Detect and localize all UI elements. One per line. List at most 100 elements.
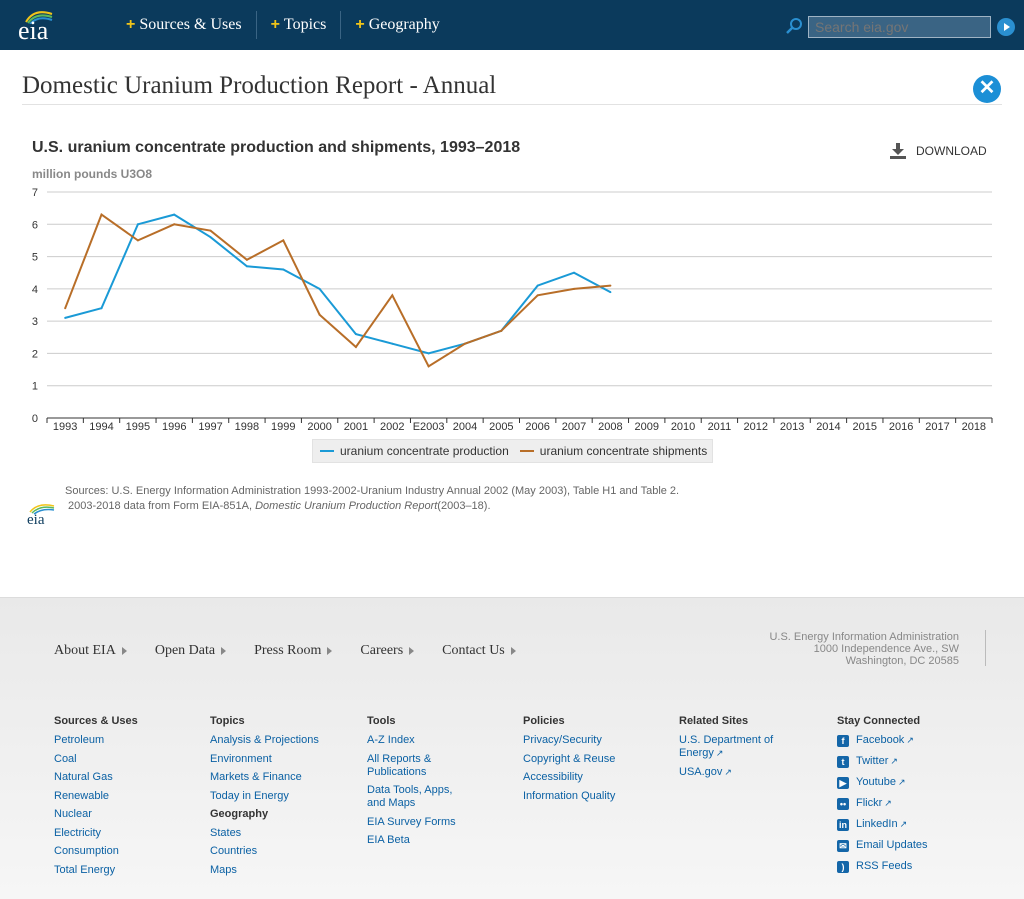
top-navigation-bar: eia + Sources & Uses + Topics + Geography <box>0 0 1024 50</box>
search-submit-button[interactable] <box>997 18 1015 36</box>
close-button[interactable]: ✕ <box>973 75 1001 103</box>
footer-nav-label: Contact Us <box>442 643 505 658</box>
footer-col-policies: Policies Privacy/Security Copyright & Re… <box>523 715 615 808</box>
footer-link[interactable]: Accessibility <box>523 771 583 783</box>
eia-logo[interactable]: eia <box>18 8 62 45</box>
social-facebook[interactable]: f Facebook ↗ <box>837 734 928 747</box>
address-line: Washington, DC 20585 <box>845 655 959 667</box>
social-rss[interactable]: ) RSS Feeds <box>837 860 928 873</box>
x-tick-label: 2016 <box>889 421 913 433</box>
footer-link[interactable]: Today in Energy <box>210 789 289 802</box>
footer-link[interactable]: EIA Survey Forms <box>367 815 456 828</box>
social-linkedin[interactable]: in LinkedIn ↗ <box>837 818 928 831</box>
footer-link[interactable]: Privacy/Security <box>523 734 602 746</box>
footer-link[interactable]: Maps <box>210 863 237 876</box>
footer-link[interactable]: Total Energy <box>54 863 116 876</box>
external-link-icon: ↗ <box>897 777 906 787</box>
plus-icon: + <box>270 16 280 33</box>
footer-link[interactable]: All Reports & Publications <box>367 752 432 778</box>
x-tick-label: 2008 <box>598 421 622 433</box>
footer-col-topics: Topics Analysis & Projections Environmen… <box>210 715 319 882</box>
legend-label: uranium concentrate production <box>340 444 509 458</box>
x-tick-label: 1995 <box>126 421 150 433</box>
logo-arc-icon <box>25 11 53 24</box>
footer-link[interactable]: Petroleum <box>54 734 105 746</box>
social-email[interactable]: ✉ Email Updates <box>837 839 928 852</box>
rss-icon: ) <box>837 860 849 873</box>
legend-item-shipments[interactable]: uranium concentrate shipments <box>519 444 707 458</box>
footer-nav-press-room[interactable]: Press Room <box>254 643 333 659</box>
data-point <box>173 223 176 226</box>
footer-link[interactable]: Copyright & Reuse <box>523 752 616 765</box>
data-point <box>391 342 394 345</box>
footer-link[interactable]: States <box>210 826 242 839</box>
flickr-icon: •• <box>837 797 849 810</box>
footer-link[interactable]: Environment <box>210 752 272 765</box>
footer-link[interactable]: EIA Beta <box>367 834 410 846</box>
x-tick-label: 2004 <box>453 421 477 433</box>
data-point <box>427 365 430 368</box>
footer-link[interactable]: Markets & Finance <box>210 771 302 783</box>
data-point <box>318 287 321 290</box>
footer-link[interactable]: Coal <box>54 752 77 765</box>
footer-link[interactable]: A-Z Index <box>367 734 415 746</box>
footer-nav-careers[interactable]: Careers <box>360 643 415 659</box>
linkedin-icon: in <box>837 818 849 831</box>
search-input[interactable] <box>808 16 991 38</box>
x-tick-label: 2000 <box>307 421 331 433</box>
footer-link[interactable]: Renewable <box>54 789 110 802</box>
search-icon[interactable] <box>786 17 804 35</box>
footer-link-label: U.S. Department of Energy <box>679 734 774 759</box>
y-tick-label: 0 <box>32 413 38 425</box>
footer-link[interactable]: Electricity <box>54 826 102 839</box>
social-flickr[interactable]: •• Flickr ↗ <box>837 797 928 810</box>
nav-sources-uses[interactable]: + Sources & Uses <box>112 11 257 39</box>
x-tick-label: 2013 <box>780 421 804 433</box>
data-point <box>136 223 139 226</box>
footer-nav-label: Careers <box>360 643 404 658</box>
footer-nav: About EIA Open Data Press Room Careers C… <box>54 643 544 659</box>
footer-col-stay-connected: Stay Connected f Facebook ↗ t Twitter ↗ ▶ You… <box>837 715 928 881</box>
nav-geography[interactable]: + Geography <box>341 11 453 39</box>
data-point <box>391 294 394 297</box>
footer-link-usagov[interactable]: USA.gov ↗ <box>679 766 789 779</box>
footer-link-doe[interactable]: U.S. Department of Energy ↗ <box>679 734 789 760</box>
footer-link[interactable]: Natural Gas <box>54 771 113 783</box>
data-point <box>500 329 503 332</box>
footer-link[interactable]: Consumption <box>54 845 119 857</box>
plus-icon: + <box>126 16 136 33</box>
data-point <box>64 316 67 319</box>
external-link-icon: ↗ <box>724 766 732 777</box>
x-tick-label: 2015 <box>853 421 877 433</box>
social-label: Flickr <box>856 797 883 809</box>
legend-swatch <box>320 450 334 452</box>
footer-col-tools: Tools A-Z Index All Reports & Publicatio… <box>367 715 467 853</box>
x-tick-label: 2007 <box>562 421 586 433</box>
x-tick-label: 1994 <box>89 421 113 433</box>
social-youtube[interactable]: ▶ Youtube ↗ <box>837 776 928 789</box>
footer-link[interactable]: Nuclear <box>54 808 92 820</box>
sources-line-1: Sources: U.S. Energy Information Adminis… <box>65 485 680 497</box>
footer-col-heading: Related Sites <box>679 715 749 727</box>
footer-nav-contact[interactable]: Contact Us <box>442 643 516 659</box>
nav-topics[interactable]: + Topics <box>257 11 342 39</box>
social-twitter[interactable]: t Twitter ↗ <box>837 755 928 768</box>
chart-title: U.S. uranium concentrate production and … <box>32 139 521 156</box>
chart-legend: uranium concentrate production uranium c… <box>312 439 713 463</box>
footer-nav-open-data[interactable]: Open Data <box>155 643 227 659</box>
footer-link[interactable]: Analysis & Projections <box>210 734 319 746</box>
footer-link[interactable]: Information Quality <box>523 789 616 802</box>
footer-link[interactable]: Countries <box>210 845 258 857</box>
title-divider <box>22 104 1002 105</box>
footer-link[interactable]: Data Tools, Apps, and Maps <box>367 784 453 809</box>
external-link-icon: ↗ <box>899 819 908 829</box>
x-tick-label: 1999 <box>271 421 295 433</box>
legend-item-production[interactable]: uranium concentrate production <box>320 444 509 458</box>
footer-nav-about[interactable]: About EIA <box>54 643 127 659</box>
x-tick-label: 2014 <box>816 421 840 433</box>
footer-address: U.S. Energy Information Administration 1… <box>700 631 959 667</box>
footer-sub-heading: Geography <box>210 808 269 820</box>
download-icon <box>890 143 906 159</box>
download-button[interactable]: DOWNLOAD <box>890 143 987 159</box>
footer-link-label: USA.gov <box>679 765 723 778</box>
